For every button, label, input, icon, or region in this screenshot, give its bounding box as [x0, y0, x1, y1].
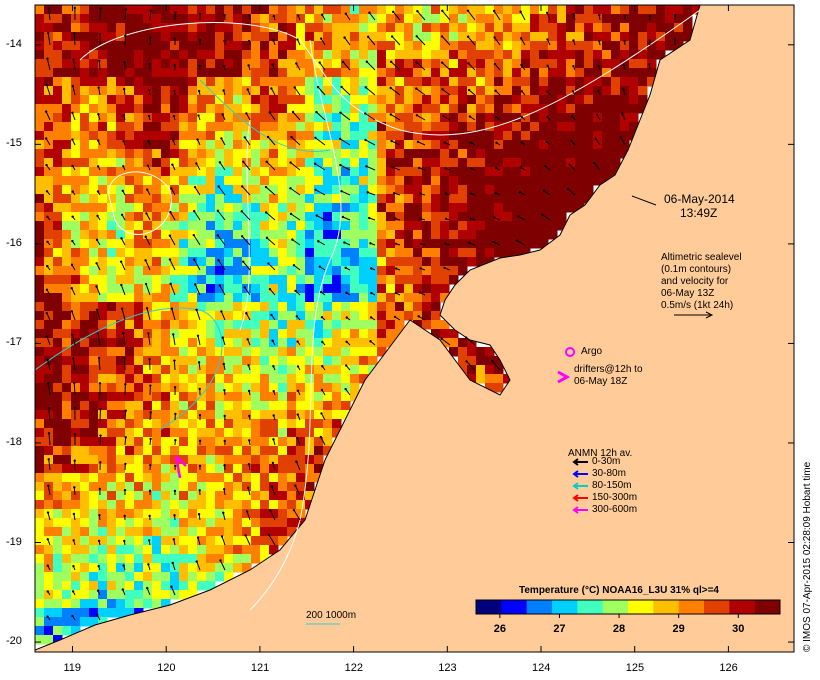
colorbar-swatch: [628, 600, 654, 614]
lon-tick-label: 125: [625, 662, 645, 674]
anmn-legend-label: 300-600m: [592, 504, 638, 515]
image-time: 13:49Z: [680, 206, 718, 220]
lon-tick-label: 119: [63, 662, 82, 674]
axis-ticks: [35, 5, 794, 652]
colorbar-swatch: [602, 600, 629, 614]
argo-label: Argo: [581, 346, 603, 357]
colorbar: 26 27 28 29 30: [475, 599, 781, 635]
altimetry-line-3: and velocity for: [661, 276, 729, 287]
colorbar-swatch: [653, 600, 680, 614]
altimetry-line-4: 06-May 13Z: [661, 288, 715, 299]
sealevel-contours: [35, 9, 701, 611]
lon-tick-label: 120: [157, 662, 176, 674]
colorbar-title: Temperature (°C) NOAA16_L3U 31% ql>=4: [519, 585, 719, 596]
lon-tick-label: 124: [532, 662, 551, 674]
anmn-legend-label: 150-300m: [592, 492, 638, 503]
lon-tick-label: 122: [344, 662, 363, 674]
credit-text: © IMOS 07-Apr-2015 02:28:09 Hobart time: [802, 461, 813, 652]
lat-tick-label: -20: [6, 635, 22, 648]
anmn-legend-title: ANMN 12h av.: [568, 448, 633, 459]
colorbar-swatch: [476, 600, 502, 614]
argo-marker: [565, 347, 575, 357]
colorbar-swatch: [754, 600, 781, 614]
isobath-label: 200 1000m: [306, 610, 357, 621]
altimetry-line-1: Altimetric sealevel: [661, 252, 742, 263]
drifter-marker: [557, 370, 571, 384]
anmn-legend-label: 30-80m: [592, 468, 626, 479]
altimetry-line-5: 0.5m/s (1kt 24h): [661, 300, 734, 311]
land-area: [35, 5, 794, 652]
colorbar-swatch: [678, 600, 705, 614]
lat-tick-label: -19: [6, 535, 22, 548]
lat-tick-label: -15: [6, 137, 22, 150]
map-frame: [34, 4, 795, 653]
lon-tick-label: 126: [719, 662, 738, 674]
colorbar-tick-label: 27: [553, 623, 565, 635]
altimetry-line-2: (0.1m contours): [661, 264, 732, 275]
image-date: 06-May-2014: [664, 192, 735, 206]
drifters-line-2: 06-May 18Z: [574, 376, 628, 387]
colorbar-tick-label: 26: [494, 623, 506, 635]
lon-tick-label: 123: [438, 662, 457, 674]
lon-tick-label: 121: [250, 662, 270, 674]
map-markers: [174, 195, 714, 625]
sst-pixel-field: [35, 5, 794, 652]
colorbar-swatch: [552, 600, 578, 614]
drifter-track: [174, 455, 187, 479]
colorbar-swatch: [704, 600, 730, 614]
drifters-line-1: drifters@12h to: [574, 364, 643, 375]
anmn-legend-label: 0-30m: [592, 456, 621, 467]
lat-tick-label: -18: [6, 435, 22, 448]
colorbar-tick-label: 30: [732, 623, 744, 635]
colorbar-swatch: [526, 600, 553, 614]
colorbar-swatch: [729, 600, 756, 614]
velocity-vectors: [44, 6, 677, 621]
anmn-legend-label: 80-150m: [592, 480, 632, 491]
colorbar-tick-label: 29: [673, 623, 685, 635]
lat-tick-label: -14: [6, 37, 22, 50]
lat-tick-label: -16: [6, 236, 22, 249]
colorbar-swatch: [577, 600, 604, 614]
colorbar-swatch: [501, 600, 528, 614]
lat-tick-label: -17: [6, 336, 22, 349]
colorbar-tick-label: 28: [613, 623, 625, 635]
timestamp-pointer: [631, 195, 657, 206]
